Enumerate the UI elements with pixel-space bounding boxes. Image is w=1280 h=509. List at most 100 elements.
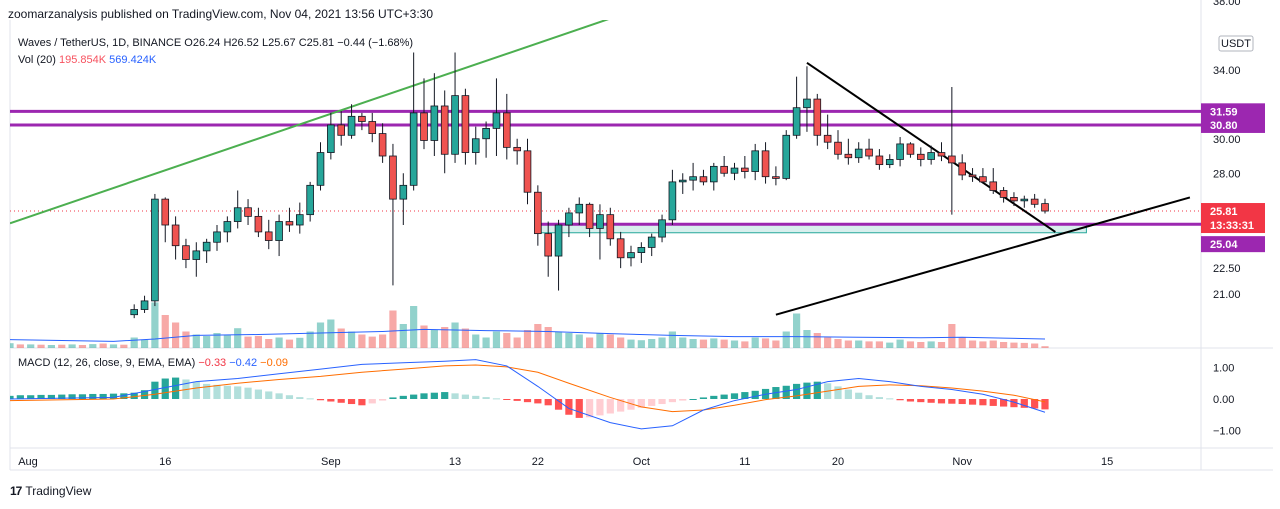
volume-bar [451,322,459,348]
volume-bar [347,331,356,348]
macd-histogram-bar [244,387,252,399]
candle-body [378,133,387,157]
volume-bar [151,302,159,348]
time-axis-tick: 16 [159,456,171,468]
candle-body [347,115,356,136]
volume-bar [389,310,397,348]
candle-body [1030,198,1039,205]
volume-bar [824,337,832,348]
symbol-title[interactable]: Waves / TetherUS, 1D, BINANCE [18,37,182,49]
macd-histogram-bar [140,390,149,399]
volume-bar [751,337,759,348]
tradingview-logo-icon[interactable]: 17 [10,484,22,498]
candle-body [171,224,180,247]
macd-histogram-bar [430,392,438,399]
candle-body [803,98,811,109]
volume-bar [47,345,55,348]
price-axis-tick: 22.50 [1213,263,1241,275]
volume-bar [472,334,480,348]
macd-histogram-bar [172,377,180,399]
volume-bar [865,341,873,348]
volume-bar [968,340,977,348]
volume-bar [948,324,956,348]
volume-bar [120,344,128,348]
macd-histogram-bar [358,399,366,406]
macd-histogram-bar [492,398,501,400]
time-axis-tick: Nov [952,456,972,468]
close-value: C25.81 [298,37,335,49]
volume-bar [1031,343,1039,348]
candle-body [192,250,201,260]
footer-brand[interactable]: TradingView [25,484,92,498]
candle-body [596,214,604,229]
volume-bar [1020,342,1028,348]
candle-body [492,112,501,129]
candle-body [627,252,635,259]
currency-badge-box [1218,35,1254,52]
volume-bar [554,331,563,348]
macd-histogram-bar [958,399,966,405]
macd-histogram-bar [865,395,873,399]
volume-bar [513,337,521,348]
candle-body [668,181,677,221]
macd-label[interactable]: MACD (12, 26, close, 9, EMA, EMA) [18,357,196,369]
macd-histogram-bar [782,385,790,399]
macd-histogram-bar [68,394,76,399]
volume-ma-line [10,328,1046,342]
volume-bar [316,322,325,348]
candle-body [1020,198,1029,202]
macd-histogram-bar [389,397,397,399]
macd-histogram-bar [658,399,666,405]
candle-body [264,231,273,241]
volume-bar [617,337,625,348]
candle-body [751,150,759,172]
macd-line-value: −0.42 [229,357,258,369]
volume-bar [741,341,749,348]
price-tag-lower-resistance: 30.80 [1210,120,1238,132]
volume-bar [586,337,594,348]
candle-body [782,134,791,179]
macd-histogram-bar [285,395,294,399]
macd-histogram-bar [58,394,66,399]
volume-bar [461,328,469,348]
volume-bar [844,340,852,348]
candle-body [575,203,584,214]
volume-bar [668,331,676,348]
macd-histogram-bar [968,399,977,405]
macd-histogram-bar [793,383,801,399]
candle-body [637,247,646,254]
volume-bar [1010,342,1018,348]
macd-pane [10,359,1049,430]
volume-bar [761,338,770,348]
volume-bar [254,336,262,348]
macd-histogram-bar [586,399,594,418]
macd-histogram-bar [575,399,583,418]
volume-label[interactable]: Vol (20) [18,54,56,66]
candle-body [865,148,873,157]
macd-histogram-bar [99,393,107,399]
macd-histogram-bar [720,394,728,399]
candle-body [616,238,625,259]
candle-body [223,221,232,233]
candle-body [999,190,1008,198]
volume-ma-value: 569.424K [109,54,157,66]
candle-body [471,138,480,153]
time-axis-tick: Sep [321,456,341,468]
time-axis-tick: 22 [532,456,544,468]
candle-body [213,231,221,243]
macd-histogram-bar [451,393,459,399]
volume-bar [213,333,221,348]
currency-badge: USDT [1221,38,1251,50]
macd-histogram-bar [265,391,273,399]
macd-signal-value: −0.09 [260,357,288,369]
candle-body [337,124,345,136]
macd-histogram-bar [461,394,469,399]
macd-histogram-bar [410,394,418,399]
main-pane [10,20,1201,348]
volume-bar [689,339,697,348]
time-axis-tick: 13 [449,456,461,468]
volume-bar [337,328,345,348]
candle-body [792,107,801,136]
volume-bar [27,344,35,348]
